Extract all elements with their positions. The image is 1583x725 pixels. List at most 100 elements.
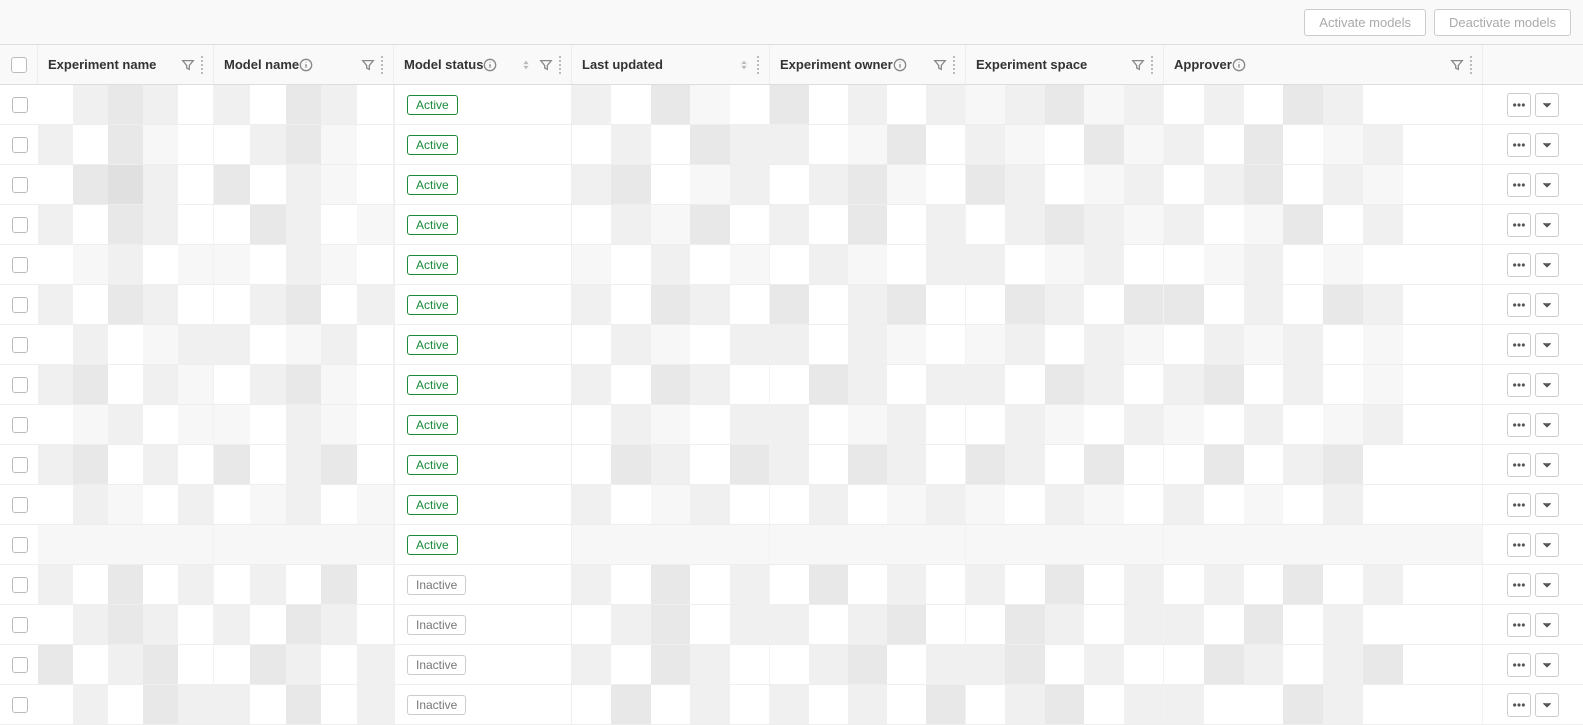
table-row: Active bbox=[0, 405, 1583, 445]
info-icon[interactable] bbox=[1232, 58, 1246, 72]
info-icon[interactable] bbox=[483, 58, 497, 72]
row-more-button[interactable] bbox=[1507, 253, 1531, 277]
filter-icon[interactable] bbox=[181, 58, 195, 72]
column-resize-handle[interactable] bbox=[1151, 56, 1153, 74]
row-checkbox[interactable] bbox=[12, 577, 28, 593]
row-expand-button[interactable] bbox=[1535, 653, 1559, 677]
row-checkbox[interactable] bbox=[12, 137, 28, 153]
cell-model-name bbox=[214, 165, 394, 204]
info-icon[interactable] bbox=[299, 58, 313, 72]
row-expand-button[interactable] bbox=[1535, 133, 1559, 157]
redacted-content bbox=[1164, 645, 1482, 684]
cell-last-updated bbox=[572, 485, 770, 524]
row-checkbox[interactable] bbox=[12, 617, 28, 633]
row-expand-button[interactable] bbox=[1535, 533, 1559, 557]
cell-experiment-space bbox=[966, 645, 1164, 684]
redacted-content bbox=[1164, 125, 1482, 164]
row-more-button[interactable] bbox=[1507, 133, 1531, 157]
row-checkbox[interactable] bbox=[12, 377, 28, 393]
filter-icon[interactable] bbox=[539, 58, 553, 72]
row-checkbox[interactable] bbox=[12, 217, 28, 233]
cell-experiment-space bbox=[966, 685, 1164, 724]
row-checkbox[interactable] bbox=[12, 337, 28, 353]
column-resize-handle[interactable] bbox=[559, 56, 561, 74]
redacted-content bbox=[770, 645, 965, 684]
row-more-button[interactable] bbox=[1507, 333, 1531, 357]
column-resize-handle[interactable] bbox=[757, 56, 759, 74]
select-all-checkbox[interactable] bbox=[11, 57, 27, 73]
cell-experiment-owner bbox=[770, 205, 966, 244]
row-expand-button[interactable] bbox=[1535, 413, 1559, 437]
row-checkbox[interactable] bbox=[12, 97, 28, 113]
header-last-updated[interactable]: Last updated bbox=[572, 45, 770, 84]
sort-icon[interactable] bbox=[737, 58, 751, 72]
column-resize-handle[interactable] bbox=[953, 56, 955, 74]
row-more-button[interactable] bbox=[1507, 453, 1531, 477]
row-more-button[interactable] bbox=[1507, 373, 1531, 397]
row-expand-button[interactable] bbox=[1535, 493, 1559, 517]
row-checkbox-cell bbox=[0, 245, 38, 284]
row-more-button[interactable] bbox=[1507, 613, 1531, 637]
row-checkbox[interactable] bbox=[12, 657, 28, 673]
row-more-button[interactable] bbox=[1507, 533, 1531, 557]
cell-last-updated bbox=[572, 685, 770, 724]
column-resize-handle[interactable] bbox=[381, 56, 383, 74]
cell-model-status: Active bbox=[394, 405, 572, 444]
sort-icon[interactable] bbox=[519, 58, 533, 72]
header-model-name[interactable]: Model name bbox=[214, 45, 394, 84]
row-more-button[interactable] bbox=[1507, 693, 1531, 717]
row-checkbox[interactable] bbox=[12, 697, 28, 713]
row-checkbox[interactable] bbox=[12, 177, 28, 193]
header-approver[interactable]: Approver bbox=[1164, 45, 1483, 84]
header-experiment-owner[interactable]: Experiment owner bbox=[770, 45, 966, 84]
row-expand-button[interactable] bbox=[1535, 453, 1559, 477]
row-expand-button[interactable] bbox=[1535, 213, 1559, 237]
row-expand-button[interactable] bbox=[1535, 693, 1559, 717]
row-more-button[interactable] bbox=[1507, 93, 1531, 117]
row-expand-button[interactable] bbox=[1535, 253, 1559, 277]
row-expand-button[interactable] bbox=[1535, 573, 1559, 597]
deactivate-models-button[interactable]: Deactivate models bbox=[1434, 9, 1571, 36]
row-expand-button[interactable] bbox=[1535, 293, 1559, 317]
cell-experiment-name bbox=[38, 445, 214, 484]
column-resize-handle[interactable] bbox=[201, 56, 203, 74]
row-expand-button[interactable] bbox=[1535, 613, 1559, 637]
filter-icon[interactable] bbox=[933, 58, 947, 72]
header-experiment-name[interactable]: Experiment name bbox=[38, 45, 214, 84]
cell-last-updated bbox=[572, 365, 770, 404]
info-icon[interactable] bbox=[893, 58, 907, 72]
row-more-button[interactable] bbox=[1507, 413, 1531, 437]
row-checkbox[interactable] bbox=[12, 417, 28, 433]
row-more-button[interactable] bbox=[1507, 493, 1531, 517]
row-more-button[interactable] bbox=[1507, 653, 1531, 677]
redacted-content bbox=[38, 645, 213, 684]
header-experiment-space[interactable]: Experiment space bbox=[966, 45, 1164, 84]
row-checkbox[interactable] bbox=[12, 457, 28, 473]
row-checkbox[interactable] bbox=[12, 537, 28, 553]
row-more-button[interactable] bbox=[1507, 573, 1531, 597]
cell-model-status: Active bbox=[394, 245, 572, 284]
row-expand-button[interactable] bbox=[1535, 173, 1559, 197]
row-checkbox[interactable] bbox=[12, 257, 28, 273]
row-more-button[interactable] bbox=[1507, 213, 1531, 237]
cell-model-status: Inactive bbox=[394, 605, 572, 644]
filter-icon[interactable] bbox=[1131, 58, 1145, 72]
row-checkbox[interactable] bbox=[12, 497, 28, 513]
cell-actions bbox=[1483, 525, 1583, 564]
header-model-status[interactable]: Model status bbox=[394, 45, 572, 84]
filter-icon[interactable] bbox=[1450, 58, 1464, 72]
row-expand-button[interactable] bbox=[1535, 93, 1559, 117]
row-expand-button[interactable] bbox=[1535, 373, 1559, 397]
row-expand-button[interactable] bbox=[1535, 333, 1559, 357]
row-more-button[interactable] bbox=[1507, 173, 1531, 197]
row-checkbox-cell bbox=[0, 165, 38, 204]
table-row: Active bbox=[0, 525, 1583, 565]
redacted-content bbox=[1164, 85, 1482, 124]
row-more-button[interactable] bbox=[1507, 293, 1531, 317]
status-badge: Active bbox=[407, 215, 458, 235]
row-checkbox[interactable] bbox=[12, 297, 28, 313]
activate-models-button[interactable]: Activate models bbox=[1304, 9, 1426, 36]
column-resize-handle[interactable] bbox=[1470, 56, 1472, 74]
filter-icon[interactable] bbox=[361, 58, 375, 72]
redacted-content bbox=[966, 485, 1163, 524]
